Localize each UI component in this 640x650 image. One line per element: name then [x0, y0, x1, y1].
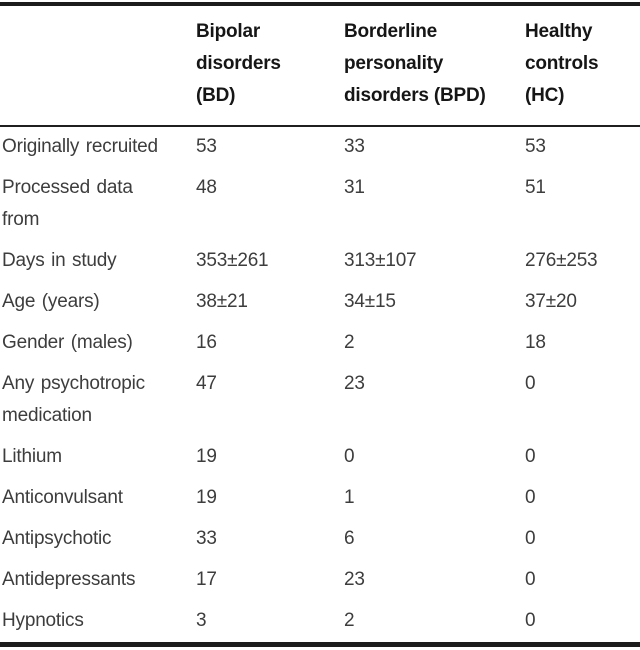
cell-value: 48 [196, 177, 217, 198]
table-body: Originally recruited 53 33 53 Processed … [0, 126, 640, 645]
cell-value: 0 [344, 446, 355, 467]
cell-value: 2 [344, 332, 355, 353]
cell-value: 0 [525, 487, 536, 508]
cell-value: 51 [525, 177, 546, 198]
row-label: Originally recruited [2, 136, 158, 157]
column-header-hc: Healthy controls (HC) [525, 4, 640, 127]
row-label: Hypnotics [2, 610, 84, 631]
table-row: Age (years) 38±21 34±15 37±20 [0, 282, 640, 323]
row-label: Any psychotropic medication [2, 373, 145, 426]
cell-value: 6 [344, 528, 355, 549]
cell-value: 34±15 [344, 291, 396, 312]
cell-value: 0 [525, 569, 536, 590]
cell-value: 33 [344, 136, 365, 157]
cell-value: 0 [525, 528, 536, 549]
table-row: Gender (males) 16 2 18 [0, 323, 640, 364]
row-label: Antidepressants [2, 569, 136, 590]
row-label: Gender (males) [2, 332, 133, 353]
cell-value: 53 [525, 136, 546, 157]
cell-value: 31 [344, 177, 365, 198]
table-row: Hypnotics 3 2 0 [0, 601, 640, 645]
table-row: Processed data from 48 31 51 [0, 168, 640, 241]
cell-value: 0 [525, 446, 536, 467]
row-label: Lithium [2, 446, 62, 467]
cell-value: 2 [344, 610, 355, 631]
cell-value: 47 [196, 373, 217, 394]
column-header-bd: Bipolar disorders (BD) [196, 4, 344, 127]
column-header-bpd: Borderline personality disorders (BPD) [344, 4, 525, 127]
cell-value: 18 [525, 332, 546, 353]
cell-value: 19 [196, 487, 217, 508]
cell-value: 53 [196, 136, 217, 157]
row-label: Age (years) [2, 291, 100, 312]
table-row: Originally recruited 53 33 53 [0, 126, 640, 168]
cell-value: 33 [196, 528, 217, 549]
cell-value: 1 [344, 487, 355, 508]
table-row: Lithium 19 0 0 [0, 437, 640, 478]
cell-value: 353±261 [196, 250, 269, 271]
row-label: Days in study [2, 250, 117, 271]
cell-value: 38±21 [196, 291, 248, 312]
cell-value: 37±20 [525, 291, 577, 312]
table-header: Bipolar disorders (BD) Borderline person… [0, 4, 640, 127]
cell-value: 276±253 [525, 250, 598, 271]
row-label: Antipsychotic [2, 528, 112, 549]
cell-value: 23 [344, 569, 365, 590]
row-label: Anticonvulsant [2, 487, 123, 508]
row-label: Processed data from [2, 177, 133, 230]
cell-value: 313±107 [344, 250, 417, 271]
table-row: Antidepressants 17 23 0 [0, 560, 640, 601]
corner-cell [0, 4, 196, 127]
table-row: Antipsychotic 33 6 0 [0, 519, 640, 560]
cell-value: 19 [196, 446, 217, 467]
cell-value: 3 [196, 610, 207, 631]
cell-value: 0 [525, 373, 536, 394]
table-row: Days in study 353±261 313±107 276±253 [0, 241, 640, 282]
table-row: Anticonvulsant 19 1 0 [0, 478, 640, 519]
header-row: Bipolar disorders (BD) Borderline person… [0, 4, 640, 127]
cell-value: 16 [196, 332, 217, 353]
table-row: Any psychotropic medication 47 23 0 [0, 364, 640, 437]
cell-value: 23 [344, 373, 365, 394]
cell-value: 0 [525, 610, 536, 631]
cell-value: 17 [196, 569, 217, 590]
